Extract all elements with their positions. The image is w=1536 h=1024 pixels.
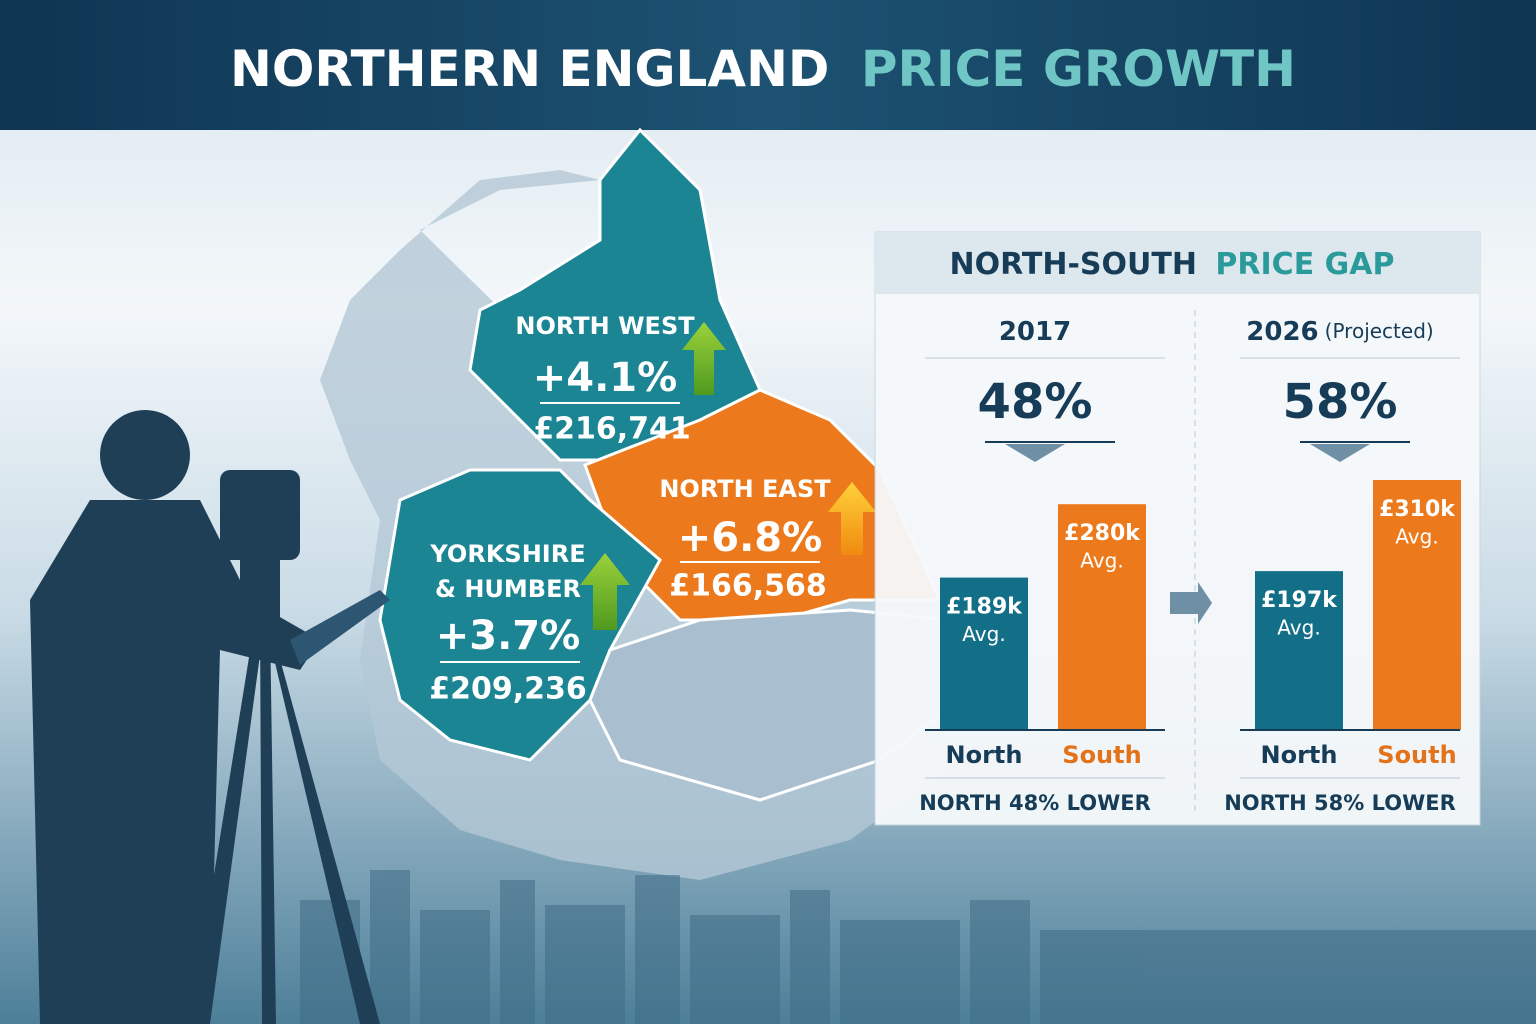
region-price: £166,568 [669, 569, 827, 604]
up-arrow [828, 482, 876, 555]
bar-value-label: £189k [946, 595, 1023, 620]
bar-category: North [946, 741, 1023, 769]
transition-arrow [1170, 582, 1212, 624]
skyline [300, 870, 1536, 1024]
title-part: NORTH-SOUTH [950, 247, 1197, 282]
bar-category: South [1062, 741, 1141, 769]
bar-value-label: £197k [1261, 588, 1338, 613]
up-arrow [682, 322, 726, 395]
pointer [1310, 444, 1370, 462]
bar-category: North [1261, 741, 1338, 769]
bar-sublabel: Avg. [1277, 616, 1320, 640]
bar-value-label: £310k [1379, 497, 1456, 522]
bar-category: South [1377, 741, 1456, 769]
bar [940, 577, 1028, 730]
title-part: PRICE GROWTH [861, 40, 1296, 98]
period-year: 2017 [999, 317, 1071, 347]
title-part: NORTHERN ENGLAND [230, 40, 829, 98]
year: 2026 [1246, 317, 1318, 347]
gap-panel-title: NORTH-SOUTH PRICE GAP [950, 247, 1395, 282]
bar-sublabel: Avg. [1395, 525, 1438, 549]
period-year: 2026 (Projected) [1246, 317, 1433, 347]
region-name: NORTH EAST [659, 475, 831, 503]
surveyor-silhouette [30, 410, 390, 1024]
title-part: PRICE GAP [1215, 247, 1394, 282]
bar [1373, 480, 1461, 730]
gap-percent: 48% [978, 374, 1093, 430]
region-growth: +6.8% [678, 515, 822, 561]
region-price: £209,236 [429, 672, 587, 707]
year-note: (Projected) [1325, 319, 1434, 343]
pointer [1005, 444, 1065, 462]
gap-summary: NORTH 58% LOWER [1224, 791, 1456, 815]
gap-percent: 58% [1283, 374, 1398, 430]
year: 2017 [999, 317, 1071, 347]
gap-summary: NORTH 48% LOWER [919, 791, 1151, 815]
region-growth: +4.1% [533, 355, 677, 401]
up-arrow [580, 553, 630, 630]
region-price: £216,741 [533, 412, 691, 447]
periods: 201748%£189kAvg.North£280kAvg.SouthNORTH… [919, 317, 1461, 815]
region-growth: +3.7% [436, 613, 580, 659]
region-name: NORTH WEST [515, 312, 695, 340]
bar-sublabel: Avg. [1080, 549, 1123, 573]
region-name: & HUMBER [435, 575, 581, 603]
main-title: NORTHERN ENGLAND PRICE GROWTH [230, 40, 1296, 98]
region-name: YORKSHIRE [429, 540, 585, 568]
bar-value-label: £280k [1064, 521, 1141, 546]
bar [1058, 504, 1146, 730]
gap-panel-header [875, 232, 1480, 294]
bar [1255, 571, 1343, 730]
bar-sublabel: Avg. [962, 622, 1005, 646]
header-bar [0, 0, 1536, 130]
